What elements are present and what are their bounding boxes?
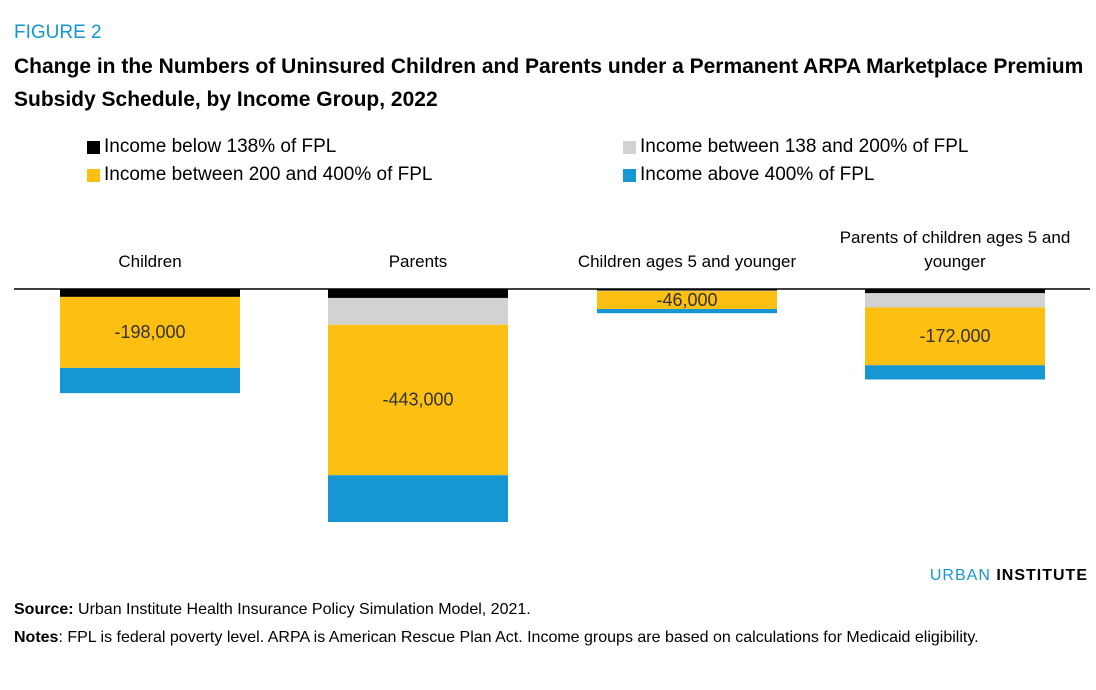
source: Source: Urban Institute Health Insurance… [14, 596, 1084, 623]
legend-item: Income above 400% of FPL [623, 164, 874, 186]
x-tick-label: Parents [388, 252, 448, 271]
notes-text: : FPL is federal poverty level. ARPA is … [58, 629, 979, 646]
notes-label: Notes [14, 629, 59, 646]
bar-segment [60, 367, 240, 394]
x-tick-label: Children [118, 252, 182, 271]
bar-segment [328, 475, 508, 522]
notes: Notes: FPL is federal poverty level. ARP… [14, 624, 1084, 651]
legend-item: Income between 138 and 200% of FPL [623, 136, 969, 158]
bar-segment [597, 308, 777, 314]
figure-label: FIGURE 2 [14, 22, 102, 43]
bar-segment [597, 289, 777, 291]
chart-title: Change in the Numbers of Uninsured Child… [14, 55, 1084, 111]
brand: URBAN INSTITUTE [930, 567, 1088, 585]
legend-item: Income between 200 and 400% of FPL [87, 164, 433, 186]
bar-segment [60, 289, 240, 297]
bar-segment [865, 307, 1045, 366]
x-tick-label: Parents of children ages 5 and younger [839, 228, 1071, 271]
bar-segment [865, 293, 1045, 308]
bar-segment [597, 291, 777, 309]
bar-segment [328, 297, 508, 325]
total-label: -172,000 [919, 326, 990, 346]
bar-segment [328, 289, 508, 298]
source-text: Urban Institute Health Insurance Policy … [73, 601, 531, 618]
total-label: -443,000 [382, 390, 453, 410]
brand-first: URBAN [929, 567, 991, 584]
bar-segment [865, 365, 1045, 380]
total-label: -46,000 [656, 290, 717, 310]
total-label: -198,000 [114, 322, 185, 342]
source-label: Source: [14, 601, 74, 618]
legend-swatch [87, 168, 100, 182]
bar-segment [865, 289, 1045, 294]
bar-segment [328, 324, 508, 476]
legend-label: Income between 138 and 200% of FPL [640, 136, 969, 157]
legend-swatch [623, 140, 636, 154]
legend-swatch [623, 168, 636, 182]
legend-item: Income below 138% of FPL [87, 136, 336, 158]
legend-label: Income above 400% of FPL [640, 164, 875, 185]
legend-label: Income below 138% of FPL [104, 136, 337, 157]
legend-label: Income between 200 and 400% of FPL [104, 164, 433, 185]
bar-segment [60, 296, 240, 368]
bar-segment [597, 290, 777, 292]
brand-second: INSTITUTE [996, 567, 1088, 584]
x-tick-label: Children ages 5 and younger [577, 252, 797, 271]
legend-swatch [87, 140, 100, 154]
